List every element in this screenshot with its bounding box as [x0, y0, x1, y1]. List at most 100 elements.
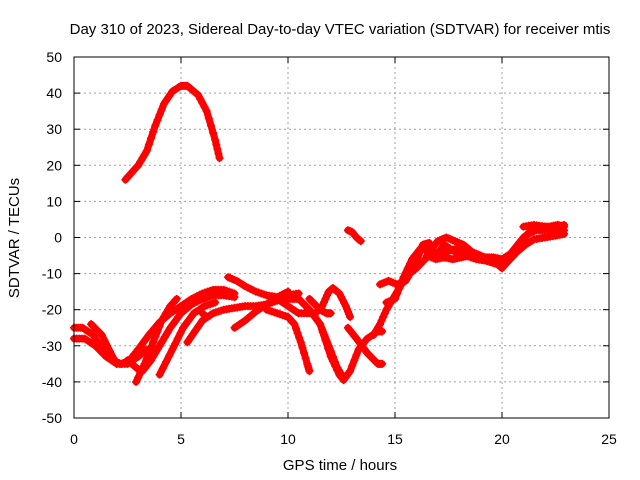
data-point — [153, 327, 162, 336]
x-tick-label: 20 — [494, 431, 510, 447]
data-point — [149, 127, 158, 136]
data-point — [151, 121, 160, 130]
series-arc-19 — [343, 226, 365, 246]
data-point — [206, 121, 215, 130]
y-tick-label: 30 — [46, 121, 62, 137]
x-tick-label: 0 — [70, 431, 78, 447]
y-tick-label: -10 — [42, 266, 62, 282]
x-axis-label: GPS time / hours — [283, 457, 397, 474]
data-point — [560, 229, 569, 238]
data-point — [134, 373, 143, 382]
data-point — [293, 329, 302, 338]
series-arc-24 — [519, 220, 569, 233]
data-point — [295, 333, 304, 342]
data-point — [298, 343, 307, 352]
data-point — [149, 338, 158, 347]
x-tick-label: 5 — [177, 431, 185, 447]
y-tick-label: 50 — [46, 49, 62, 65]
data-point — [346, 312, 355, 321]
data-point — [301, 354, 310, 363]
axis-ticks: 0 5 10 15 20 25 -50 -40 -30 -20 -10 0 10 20 30 40 50 — [42, 49, 617, 447]
data-point — [290, 320, 299, 329]
data-point — [198, 99, 207, 108]
data-point — [155, 370, 164, 379]
series-arc-4 — [87, 320, 121, 368]
y-tick-label: -40 — [42, 374, 62, 390]
data-point — [153, 116, 162, 125]
data-point — [397, 278, 406, 287]
data-point — [403, 264, 412, 273]
data-point — [318, 302, 327, 311]
data-point — [333, 288, 342, 297]
data-point — [160, 332, 169, 341]
data-point — [105, 347, 114, 356]
data-point — [183, 338, 192, 347]
x-tick-label: 15 — [387, 431, 403, 447]
y-tick-label: 10 — [46, 193, 62, 209]
data-point — [201, 312, 210, 321]
data-point — [187, 332, 196, 341]
series-arc-15 — [305, 294, 335, 318]
data-point — [209, 128, 218, 137]
data-point — [147, 134, 156, 143]
data-point — [147, 343, 156, 352]
data-point — [213, 145, 222, 154]
data-point — [194, 90, 203, 99]
data-point — [163, 328, 172, 337]
y-axis-label: SDTVAR / TECUs — [6, 178, 23, 298]
data-point — [323, 291, 332, 300]
chart-title: Day 310 of 2023, Sidereal Day-to-day VTE… — [70, 21, 611, 38]
y-tick-label: 20 — [46, 157, 62, 173]
y-tick-label: -20 — [42, 302, 62, 318]
data-point — [202, 107, 211, 116]
data-point — [142, 146, 151, 155]
data-point — [350, 356, 359, 365]
y-tick-label: 0 — [54, 230, 62, 246]
data-point — [320, 330, 329, 339]
data-point — [395, 284, 404, 293]
data-point — [103, 341, 112, 350]
data-point — [321, 294, 330, 303]
data-point — [331, 358, 340, 367]
data-point — [378, 359, 387, 368]
data-point — [316, 320, 325, 329]
data-point — [230, 293, 239, 302]
data-point — [560, 220, 569, 229]
data-point — [324, 341, 333, 350]
data-series — [70, 81, 569, 386]
data-point — [214, 149, 223, 158]
data-point — [171, 339, 180, 348]
data-point — [97, 330, 106, 339]
data-point — [319, 298, 328, 307]
data-point — [296, 338, 305, 347]
data-point — [300, 349, 309, 358]
data-point — [172, 294, 181, 303]
series-arc-10 — [198, 309, 211, 321]
data-point — [376, 320, 385, 329]
data-point — [379, 312, 388, 321]
data-point — [204, 114, 213, 123]
x-tick-label: 25 — [601, 431, 617, 447]
data-point — [326, 347, 335, 356]
data-point — [140, 359, 149, 368]
data-point — [318, 325, 327, 334]
data-point — [292, 324, 301, 333]
series-arc-18 — [343, 323, 387, 368]
series-arc-12 — [262, 305, 314, 376]
y-tick-label: -50 — [42, 410, 62, 426]
data-point — [190, 327, 199, 336]
y-tick-label: 40 — [46, 85, 62, 101]
data-point — [352, 350, 361, 359]
y-tick-label: -30 — [42, 338, 62, 354]
data-point — [391, 294, 399, 303]
data-point — [142, 354, 151, 363]
data-point — [132, 377, 141, 386]
series-arc-1 — [121, 81, 224, 184]
x-tick-label: 10 — [280, 431, 296, 447]
series-arc-17 — [316, 320, 348, 383]
data-point — [328, 352, 337, 361]
data-point — [168, 345, 177, 354]
data-point — [322, 336, 331, 345]
data-point — [380, 309, 389, 318]
data-point — [393, 289, 402, 298]
